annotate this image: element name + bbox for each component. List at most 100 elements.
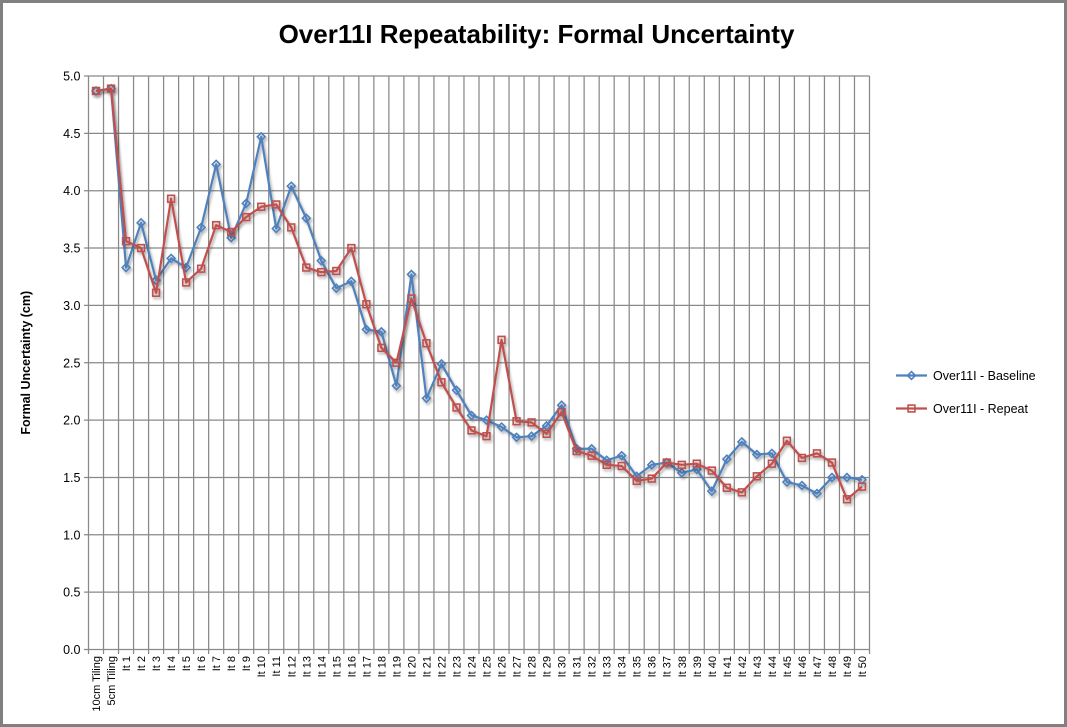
x-tick-label: It 19 — [391, 656, 403, 677]
x-tick-label: It 18 — [376, 656, 388, 677]
data-point-marker — [511, 432, 522, 443]
data-point-marker — [782, 436, 792, 445]
data-point-marker — [842, 495, 852, 504]
x-tick-label: It 23 — [451, 656, 463, 677]
x-tick-label: It 16 — [346, 656, 358, 677]
series-repeat — [91, 84, 867, 504]
data-point-marker — [287, 223, 296, 232]
data-point-marker — [587, 451, 596, 460]
x-tick-label: It 43 — [752, 656, 764, 677]
data-point-marker — [602, 460, 611, 470]
x-tick-label: It 39 — [692, 656, 704, 677]
x-tick-label: It 27 — [512, 656, 524, 677]
y-tick-label: 2.0 — [63, 414, 80, 428]
data-point-marker — [466, 410, 477, 421]
data-point-marker — [811, 488, 822, 499]
data-point-marker — [392, 358, 401, 367]
data-point-marker — [617, 461, 626, 471]
data-point-marker — [317, 267, 326, 277]
data-point-marker — [616, 450, 627, 461]
x-tick-label: It 50 — [857, 656, 869, 677]
x-tick-label: It 35 — [632, 656, 644, 677]
x-tick-label: It 21 — [421, 656, 433, 677]
data-point-marker — [257, 202, 266, 211]
x-tick-label: It 12 — [286, 656, 298, 677]
data-point-marker — [526, 431, 537, 442]
legend: Over11I - Baseline Over11I - Repeat — [896, 369, 1036, 416]
y-axis-labels: 0.0 0.5 1.0 1.5 2.0 2.5 3.0 3.5 4.0 4.5 5.0 — [63, 70, 80, 658]
data-point-marker — [632, 476, 641, 486]
data-point-marker — [437, 378, 446, 387]
y-tick-label: 5.0 — [63, 70, 80, 84]
x-tick-label: 10cm Tiling — [91, 656, 103, 712]
x-tick-label: It 41 — [722, 656, 734, 677]
data-point-marker — [796, 480, 807, 491]
data-point-marker — [542, 429, 551, 439]
data-point-marker — [377, 343, 386, 353]
data-point-marker — [196, 264, 206, 273]
data-point-marker — [422, 339, 431, 348]
x-tick-label: It 40 — [707, 656, 719, 677]
data-point-marker — [211, 220, 221, 230]
data-point-marker — [226, 227, 236, 237]
data-point-marker — [751, 449, 762, 460]
data-point-marker — [226, 232, 237, 243]
y-tick-label: 4.5 — [63, 127, 80, 141]
x-tick-label: It 26 — [497, 656, 509, 677]
x-tick-label: It 42 — [737, 656, 749, 677]
data-point-marker — [691, 464, 702, 475]
data-point-marker — [346, 276, 357, 287]
x-tick-label: It 8 — [226, 656, 238, 671]
data-point-marker — [907, 404, 916, 413]
x-tick-label: It 44 — [767, 656, 779, 677]
data-point-marker — [857, 482, 867, 491]
data-point-marker — [271, 223, 282, 234]
data-point-marker — [826, 472, 837, 483]
x-tick-label: It 3 — [151, 656, 163, 671]
x-tick-label: It 22 — [436, 656, 448, 677]
y-tick-label: 3.5 — [63, 242, 80, 256]
data-point-marker — [347, 243, 356, 253]
x-tick-label: It 20 — [406, 656, 418, 677]
data-point-marker — [106, 84, 116, 93]
x-tick-label: It 14 — [316, 656, 328, 677]
data-point-marker — [766, 448, 777, 459]
x-tick-label: It 9 — [241, 656, 253, 671]
x-tick-label: It 13 — [301, 656, 313, 677]
x-tick-label: It 32 — [587, 656, 599, 677]
x-tick-label: It 1 — [121, 656, 133, 671]
data-point-marker — [527, 418, 536, 427]
data-point-marker — [646, 459, 657, 470]
data-point-marker — [677, 460, 686, 470]
x-tick-label: It 37 — [662, 656, 674, 677]
data-point-marker — [436, 358, 447, 369]
x-tick-label: It 5 — [181, 656, 193, 671]
y-tick-label: 0.0 — [63, 643, 80, 657]
x-tick-label: It 6 — [196, 656, 208, 671]
data-point-marker — [797, 453, 807, 463]
y-tick-label: 3.0 — [63, 299, 80, 313]
data-point-marker — [452, 403, 461, 412]
x-axis-labels: 10cm Tiling 5cm Tiling It 1 It 2 It 3 It 4 It … — [91, 656, 869, 712]
x-tick-label: It 2 — [136, 656, 148, 671]
y-tick-label: 2.5 — [63, 356, 80, 370]
data-point-marker — [906, 370, 917, 381]
data-point-marker — [767, 459, 777, 468]
series-line — [95, 87, 863, 495]
data-point-marker — [362, 300, 371, 309]
data-point-marker — [302, 263, 311, 272]
data-point-marker — [467, 426, 476, 435]
series-line — [95, 87, 863, 501]
data-point-marker — [722, 483, 732, 492]
data-point-marker — [707, 466, 716, 475]
data-point-marker — [166, 194, 176, 203]
data-point-marker — [376, 326, 387, 337]
x-tick-label: It 36 — [647, 656, 659, 677]
x-tick-label: It 48 — [827, 656, 839, 677]
x-tick-label: It 45 — [782, 656, 794, 677]
data-point-marker — [136, 217, 147, 228]
x-tick-label: It 28 — [527, 656, 539, 677]
data-point-marker — [91, 86, 101, 96]
data-point-marker — [781, 477, 792, 488]
